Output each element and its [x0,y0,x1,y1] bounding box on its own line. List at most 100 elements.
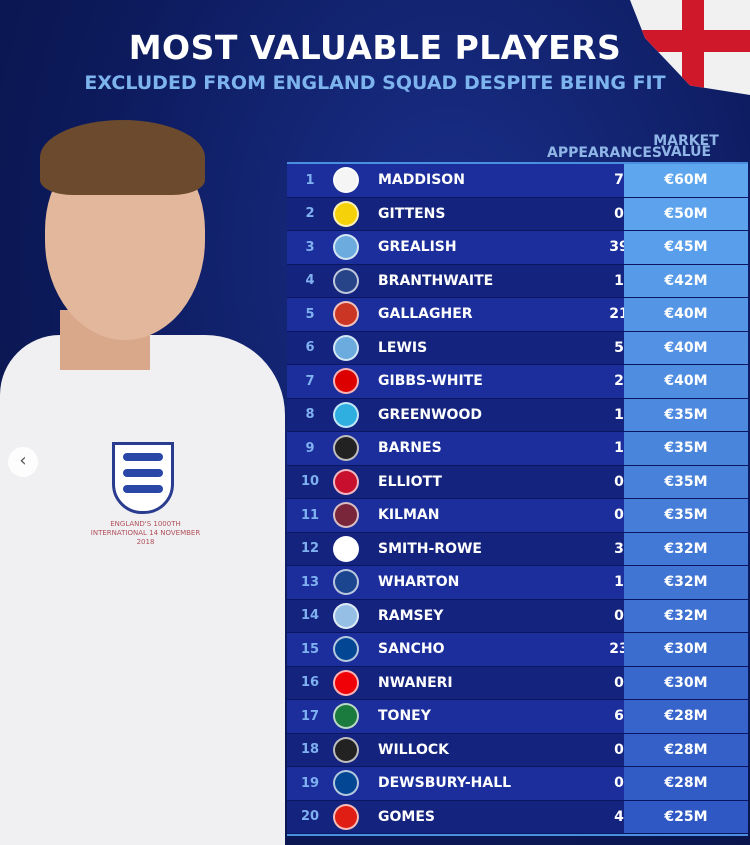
rank: 16 [300,675,320,691]
rank: 6 [305,340,315,356]
market-value: €40M [624,298,748,331]
appearances: 6 [614,708,624,725]
rank: 14 [300,608,320,624]
market-value: €40M [624,365,748,398]
lille-badge-icon [333,803,359,830]
table-header: APPEARANCES MARKET VALUE [287,130,748,161]
appearances: 7 [614,172,624,189]
man-city-badge-icon [333,234,359,261]
dortmund-badge-icon [333,200,359,227]
player-name: WHARTON [378,574,460,591]
table-row: 7 GIBBS-WHITE 2 €40M [287,365,748,399]
player-name: SANCHO [378,641,445,658]
rank: 19 [300,775,320,791]
player-name: ELLIOTT [378,473,442,490]
table-row: 14 RAMSEY 0 €32M [287,599,748,633]
table-row: 11 KILMAN 0 €35M [287,499,748,533]
crystal-palace-badge-icon [333,569,359,596]
market-value: €30M [624,633,748,666]
market-value: €28M [624,700,748,733]
three-lions-crest-icon [112,442,174,514]
player-name: BRANTHWAITE [378,272,494,289]
rank: 13 [300,574,320,590]
player-photo: ENGLAND'S 1000TH INTERNATIONAL 14 NOVEMB… [0,120,290,845]
liverpool-badge-icon [333,468,359,495]
everton-badge-icon [333,267,359,294]
appearances: 0 [614,674,624,691]
player-name: RAMSEY [378,607,444,624]
table-row: 19 DEWSBURY-HALL 0 €28M [287,767,748,801]
rank: 20 [300,809,320,825]
appearances: 2 [614,373,624,390]
table-row: 8 GREENWOOD 1 €35M [287,398,748,432]
market-value: €35M [624,432,748,465]
player-name: GITTENS [378,205,446,222]
table-row: 13 WHARTON 1 €32M [287,566,748,600]
al-ahli-badge-icon [333,703,359,730]
market-value: €30M [624,666,748,699]
player-name: GIBBS-WHITE [378,373,483,390]
market-value: €32M [624,532,748,565]
appearances: 1 [614,406,624,423]
arsenal-badge-icon [333,669,359,696]
appearances: 23 [609,641,629,658]
table-row: 9 BARNES 1 €35M [287,432,748,466]
appearances: 0 [614,775,624,792]
rank: 2 [305,206,315,222]
marseille-badge-icon [333,401,359,428]
rank: 9 [305,440,315,456]
nottingham-forest-badge-icon [333,368,359,395]
appearances: 0 [614,205,624,222]
rank: 17 [300,708,320,724]
rank: 12 [300,541,320,557]
table-row: 17 TONEY 6 €28M [287,700,748,734]
player-name: KILMAN [378,507,440,524]
market-value: €32M [624,566,748,599]
rank: 1 [305,172,315,188]
table-row: 10 ELLIOTT 0 €35M [287,465,748,499]
table-row: 16 NWANERI 0 €30M [287,666,748,700]
market-value: €50M [624,197,748,230]
market-value: €35M [624,398,748,431]
appearances: 0 [614,507,624,524]
market-value: €60M [624,164,748,197]
tottenham-badge-icon [333,167,359,194]
table-row: 20 GOMES 4 €25M [287,800,748,834]
rank: 5 [305,306,315,322]
players-table: 1 MADDISON 7 €60M 2 GITTENS 0 €50M 3 GREAL… [287,162,748,836]
player-name: NWANERI [378,674,453,691]
fulham-badge-icon [333,535,359,562]
west-ham-badge-icon [333,502,359,529]
newcastle-badge-icon [333,736,359,763]
rank: 10 [300,474,320,490]
table-row: 6 LEWIS 5 €40M [287,331,748,365]
market-value: €42M [624,264,748,297]
page-title: MOST VALUABLE PLAYERS [128,28,622,67]
rank: 3 [305,239,315,255]
rank: 4 [305,273,315,289]
player-name: TONEY [378,708,431,725]
header-market-value: MARKET VALUE [653,133,719,160]
market-value: €25M [624,800,748,833]
player-name: BARNES [378,440,442,457]
market-value: €35M [624,465,748,498]
player-name: GREENWOOD [378,406,482,423]
appearances: 1 [614,272,624,289]
table-row: 1 MADDISON 7 €60M [287,164,748,198]
market-value: €45M [624,231,748,264]
appearances: 1 [614,440,624,457]
appearances: 4 [614,808,624,825]
player-name: GOMES [378,808,435,825]
appearances: 1 [614,574,624,591]
chelsea-badge-icon [333,770,359,797]
previous-slide-button[interactable]: ‹ [8,447,38,477]
rank: 18 [300,742,320,758]
table-row: 5 GALLAGHER 21 €40M [287,298,748,332]
header-appearances: APPEARANCES [547,145,663,161]
market-value: €40M [624,331,748,364]
rank: 15 [300,641,320,657]
page-subtitle: EXCLUDED FROM ENGLAND SQUAD DESPITE BEIN… [84,72,666,94]
player-name: WILLOCK [378,741,450,758]
player-name: LEWIS [378,339,428,356]
table-row: 3 GREALISH 39 €45M [287,231,748,265]
